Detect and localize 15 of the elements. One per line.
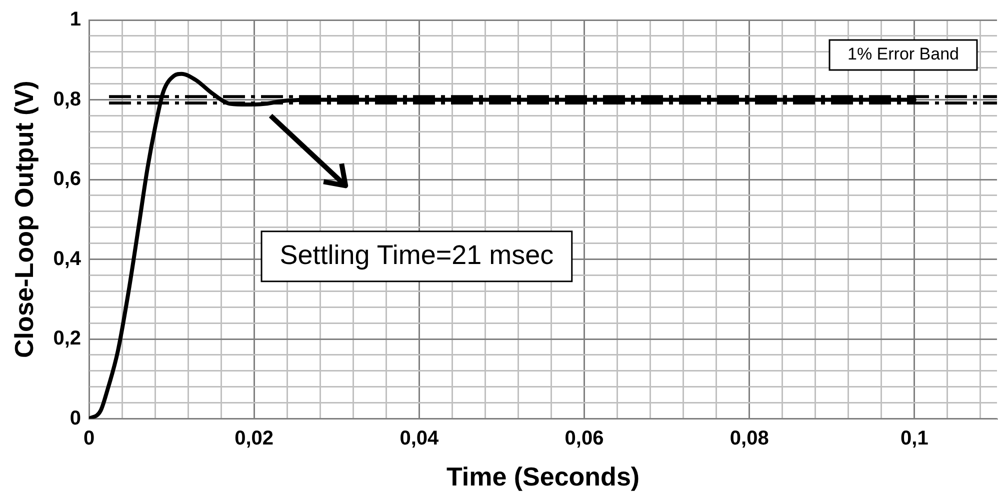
x-tick-label: 0,08 [730,427,769,450]
y-tick-label: 0,6 [53,168,82,190]
y-tick-label: 1 [70,8,82,31]
annotation: 1% Error Band [848,44,959,64]
x-tick-label: 0,1 [900,427,928,450]
y-tick-label: 0,4 [53,248,82,270]
y-tick-label: 0,8 [53,88,82,110]
x-tick-label: 0,04 [400,427,440,450]
x-tick-label: 0,06 [564,427,604,450]
y-tick-label: 0,2 [53,328,82,350]
y-axis-title: Close-Loop Output (V) [8,80,39,358]
y-tick-label: 0 [70,407,82,430]
x-tick-label: 0,02 [234,427,274,450]
x-axis-title: Time (Seconds) [446,462,640,492]
annotation: Settling Time=21 msec [280,240,554,270]
